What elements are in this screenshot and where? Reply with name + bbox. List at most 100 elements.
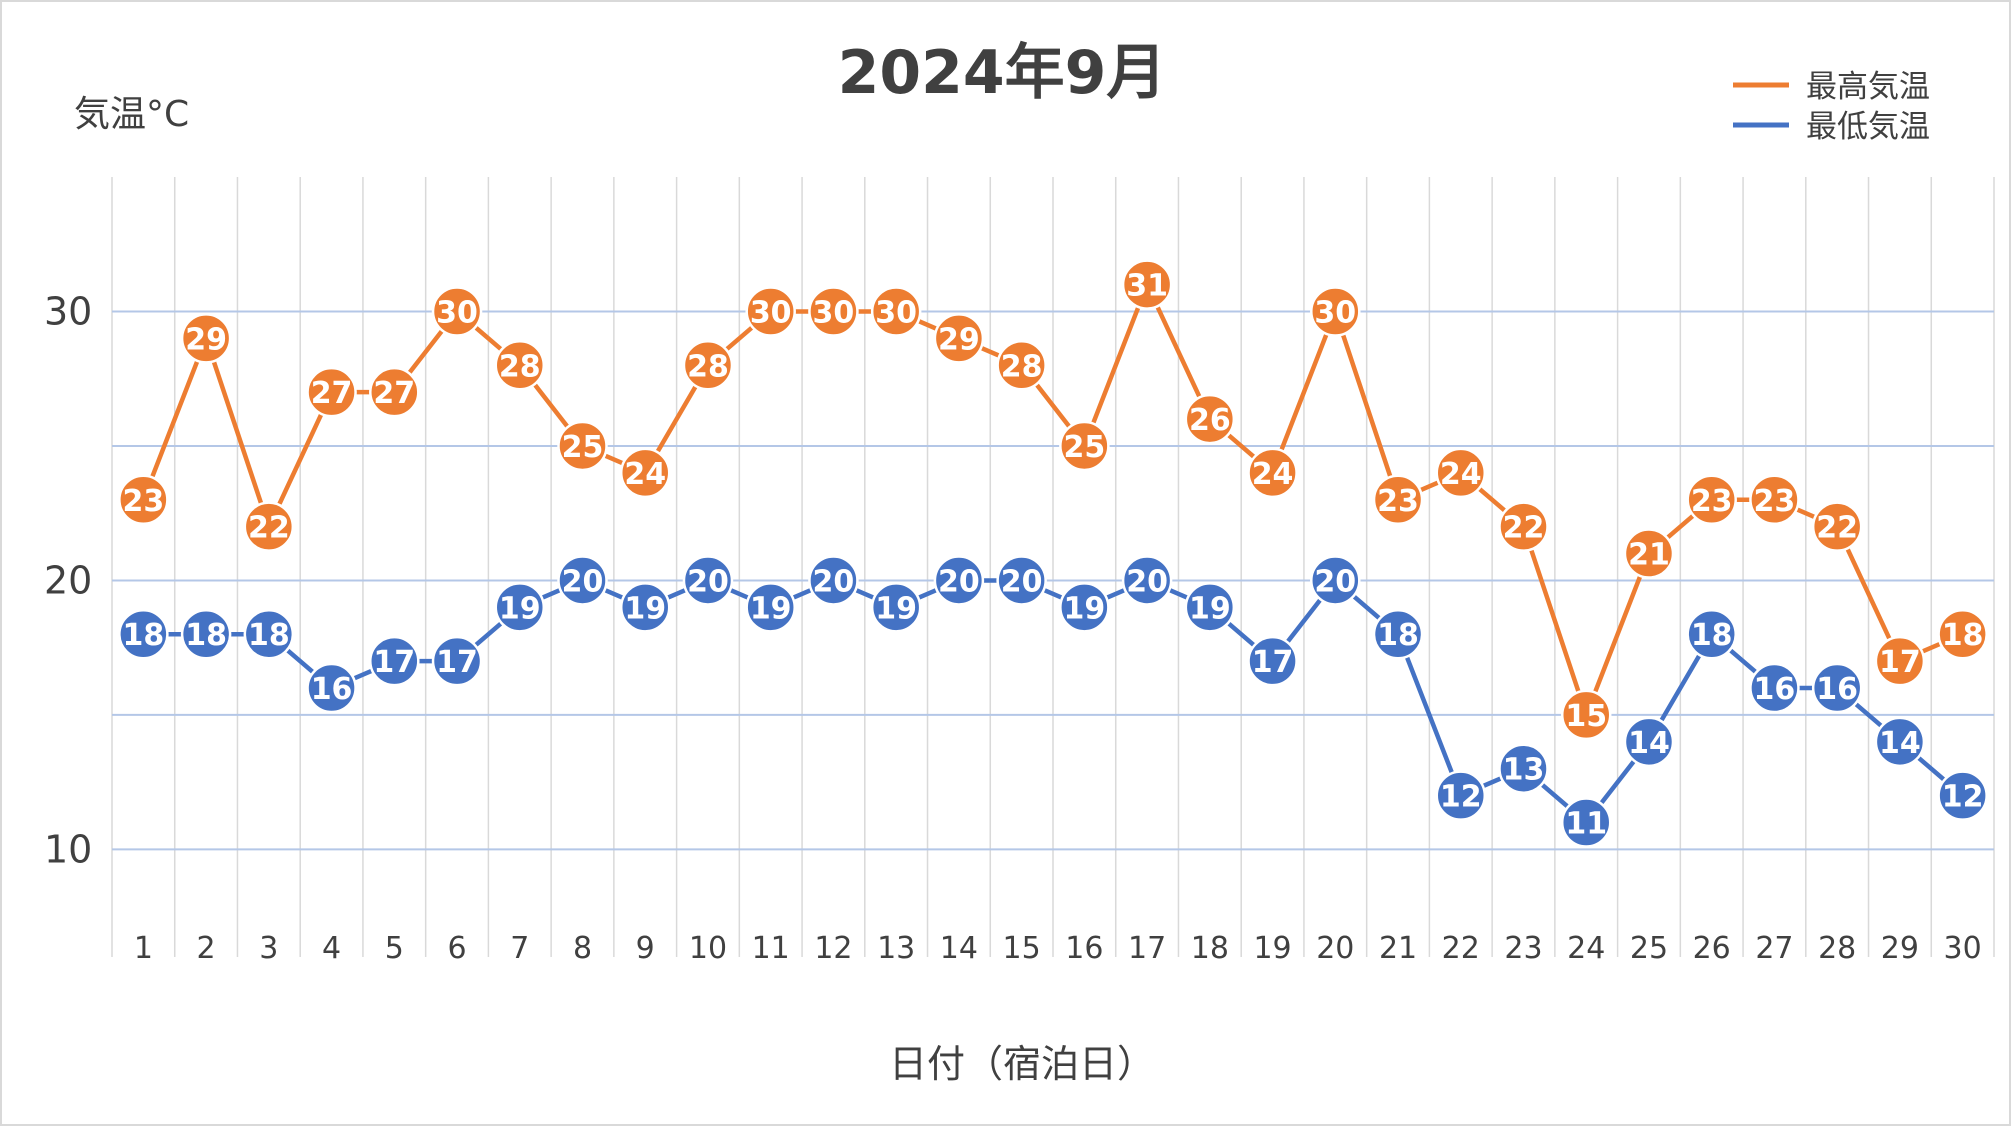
data-point [369,366,420,418]
x-tick-label: 19 [1253,931,1291,966]
data-label: 30 [1314,295,1356,330]
data-point [996,340,1047,391]
data-label: 13 [1503,753,1545,788]
data-label: 23 [1691,484,1733,519]
data-point [619,582,671,633]
data-label: 28 [1001,349,1043,384]
data-point [619,447,671,499]
data-point [306,662,357,714]
x-tick-label: 16 [1065,931,1103,966]
data-label: 30 [875,295,917,330]
data-label: 19 [875,591,917,626]
data-label: 17 [1879,645,1921,680]
data-label: 22 [248,511,290,546]
x-tick-label: 15 [1003,931,1041,966]
x-tick-label: 30 [1944,931,1982,966]
data-point [1184,393,1236,445]
data-point [1749,474,1800,526]
data-label: 17 [373,645,415,680]
y-tick-label: 30 [44,289,92,333]
x-tick-label: 17 [1128,931,1166,966]
data-label: 23 [1377,484,1419,519]
x-tick-label: 13 [877,931,915,966]
data-point [1310,286,1361,337]
x-tick-label: 18 [1191,931,1229,966]
x-tick-label: 25 [1630,931,1668,966]
series-markers: 23 29 22 27 27 30 28 25 24 28 30 30 30 29 28 25 31 26 24 30… [118,259,1988,741]
data-point [1121,259,1173,310]
data-label: 23 [122,484,164,519]
data-point [243,608,295,660]
data-point [118,608,169,660]
legend-label: 最低気温 [1806,109,1930,145]
data-point [682,555,734,606]
data-label: 29 [185,322,227,357]
data-point [1874,635,1926,687]
x-tick-label: 7 [510,931,529,966]
data-point [180,608,232,660]
data-point [557,420,608,472]
data-point [1686,474,1737,526]
data-label: 15 [1565,699,1607,734]
x-tick-label: 3 [259,931,278,966]
data-point [1310,555,1361,606]
x-tick-label: 11 [752,931,790,966]
y-axis: 10 20 30 [44,289,92,871]
data-label: 16 [1816,672,1858,707]
x-tick-label: 28 [1818,931,1856,966]
x-tick-label: 14 [940,931,978,966]
data-label: 30 [750,295,792,330]
data-point [1749,662,1800,714]
y-tick-label: 10 [44,827,92,871]
data-point [1623,528,1675,579]
data-point [1811,662,1863,714]
data-point [1498,501,1549,552]
x-tick-label: 6 [447,931,466,966]
x-tick-label: 5 [385,931,404,966]
data-point [870,286,922,337]
data-point [1247,447,1298,499]
data-point [745,286,796,337]
series-layer: 23 29 22 27 27 30 28 25 24 28 30 30 30 29 28 25 31 26 24 30… [118,259,1988,848]
data-point [1372,608,1424,660]
data-label: 24 [624,457,666,492]
data-point [996,555,1047,606]
data-point [1435,447,1487,499]
data-label: 19 [750,591,792,626]
data-label: 28 [499,349,541,384]
data-point [243,501,295,552]
x-tick-label: 23 [1504,931,1542,966]
grid-lines [111,177,1995,957]
data-label: 18 [1691,618,1733,653]
data-label: 19 [499,591,541,626]
data-point [1937,608,1988,660]
data-label: 28 [687,349,729,384]
data-label: 20 [1126,564,1168,599]
x-tick-label: 22 [1442,931,1480,966]
x-tick-label: 26 [1693,931,1731,966]
data-point [1121,555,1173,606]
data-point [1560,689,1612,741]
x-tick-label: 10 [689,931,727,966]
data-label: 17 [436,645,478,680]
data-point [431,635,483,687]
data-point [1059,420,1110,472]
series-markers: 18 18 18 16 17 17 19 20 19 20 19 20 19 20 20 19 20 19 17 20… [118,555,1988,848]
data-label: 18 [1377,618,1419,653]
data-label: 24 [1252,457,1294,492]
data-label: 25 [1063,430,1105,465]
data-point [557,555,608,606]
y-tick-label: 20 [44,558,92,602]
data-label: 22 [1816,511,1858,546]
data-label: 24 [1440,457,1482,492]
x-tick-label: 29 [1881,931,1919,966]
data-label: 14 [1879,726,1921,761]
data-label: 20 [938,564,980,599]
data-point [1937,770,1988,821]
chart-title: 2024年9月 [838,38,1167,108]
data-label: 19 [624,591,666,626]
data-label: 29 [938,322,980,357]
x-tick-label: 1 [134,931,153,966]
data-label: 20 [687,564,729,599]
